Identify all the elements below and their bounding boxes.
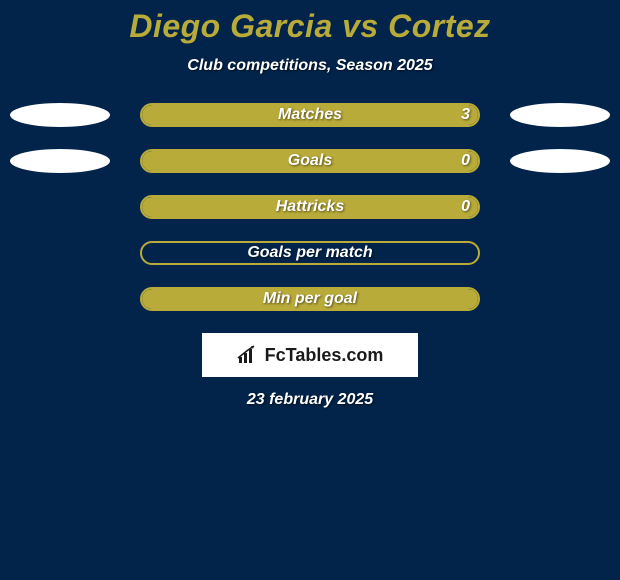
stat-bar-track	[140, 103, 480, 127]
player1-ellipse	[10, 149, 110, 173]
stat-row: Min per goal	[0, 287, 620, 311]
stat-value-right: 0	[461, 198, 470, 216]
player2-ellipse	[510, 149, 610, 173]
stat-bar-track	[140, 149, 480, 173]
player2-ellipse	[510, 103, 610, 127]
stat-row: Hattricks0	[0, 195, 620, 219]
logo-box: FcTables.com	[202, 333, 418, 377]
stat-bar-fill-right	[142, 197, 478, 217]
page-title: Diego Garcia vs Cortez	[0, 8, 620, 45]
stat-bar-fill-right	[142, 105, 478, 125]
comparison-infographic: Diego Garcia vs Cortez Club competitions…	[0, 0, 620, 580]
stat-value-right: 3	[461, 106, 470, 124]
stat-row: Goals per match	[0, 241, 620, 265]
stat-bar-fill-right	[142, 289, 478, 309]
stat-rows: Matches3 Goals0 Hattricks0 Goals per match M…	[0, 103, 620, 311]
stat-row: Goals0	[0, 149, 620, 173]
stat-bar-track	[140, 195, 480, 219]
subtitle: Club competitions, Season 2025	[0, 57, 620, 75]
stat-bar-track	[140, 241, 480, 265]
player1-ellipse	[10, 103, 110, 127]
date-line: 23 february 2025	[0, 391, 620, 409]
stat-row: Matches3	[0, 103, 620, 127]
stat-bar-track	[140, 287, 480, 311]
stat-value-right: 0	[461, 152, 470, 170]
logo-text: FcTables.com	[265, 345, 384, 366]
chart-icon	[237, 345, 261, 365]
stat-bar-fill-right	[142, 151, 478, 171]
